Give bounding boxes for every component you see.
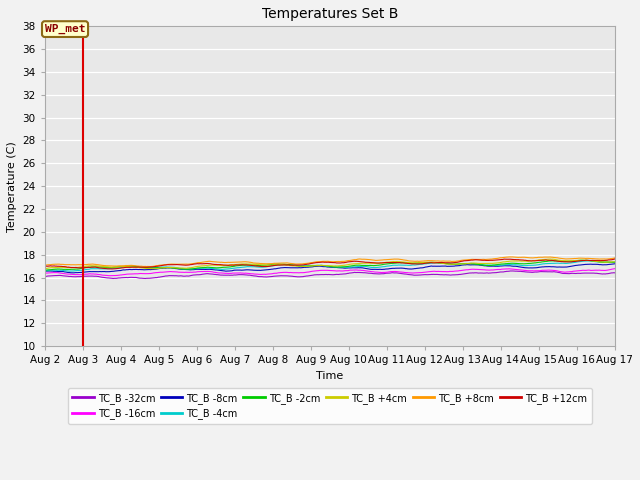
X-axis label: Time: Time bbox=[316, 371, 343, 381]
Y-axis label: Temperature (C): Temperature (C) bbox=[7, 141, 17, 231]
Title: Temperatures Set B: Temperatures Set B bbox=[262, 7, 398, 21]
Legend: TC_B -32cm, TC_B -16cm, TC_B -8cm, TC_B -4cm, TC_B -2cm, TC_B +4cm, TC_B +8cm, T: TC_B -32cm, TC_B -16cm, TC_B -8cm, TC_B … bbox=[68, 388, 592, 424]
Text: WP_met: WP_met bbox=[45, 24, 85, 34]
